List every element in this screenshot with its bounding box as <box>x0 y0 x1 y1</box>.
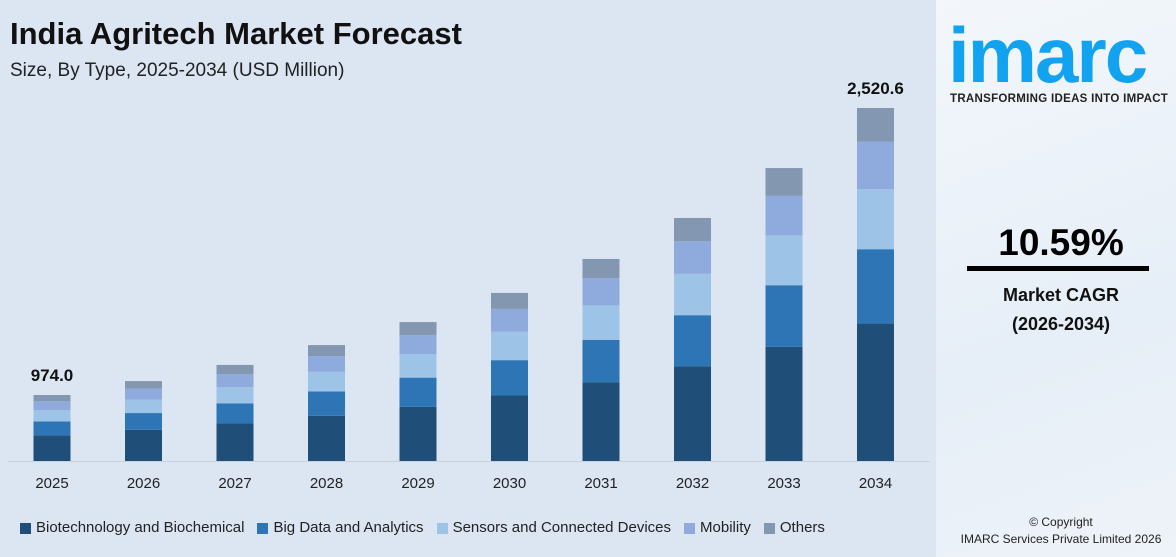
x-tick-label: 2025 <box>35 475 68 492</box>
bar-segment <box>674 315 711 367</box>
bar-segment <box>308 391 345 416</box>
bar-segment <box>308 371 345 392</box>
bar-segment <box>308 356 345 372</box>
bar-segment <box>765 168 803 196</box>
bar-segment <box>582 382 620 461</box>
cagr-value: 10.59% <box>998 222 1124 263</box>
bar-segment <box>582 278 620 306</box>
x-tick-label: 2028 <box>310 475 343 492</box>
legend-item: Sensors and Connected Devices <box>436 519 672 537</box>
legend-item: Big Data and Analytics <box>257 519 424 537</box>
legend-swatch <box>763 522 775 534</box>
data-label: 2,520.6 <box>847 79 904 98</box>
bar-segment <box>399 406 437 461</box>
bar-segment <box>399 322 437 336</box>
legend-item: Biotechnology and Biochemical <box>20 519 244 537</box>
bar-segment <box>308 345 345 357</box>
x-tick-label: 2034 <box>859 475 892 492</box>
data-label: 974.0 <box>31 366 74 385</box>
bar-segment <box>216 364 254 375</box>
bar-segment <box>216 403 254 424</box>
bar-segment <box>491 360 528 396</box>
chart-title: India Agritech Market Forecast <box>10 16 462 51</box>
bar-segment <box>582 339 620 383</box>
legend-item: Others <box>763 519 825 537</box>
legend-label: Mobility <box>700 519 751 536</box>
company-name: IMARC Services Private Limited 2026 <box>960 532 1162 546</box>
bar-segment <box>582 258 620 279</box>
legend-label: Big Data and Analytics <box>273 519 424 536</box>
bar-segment <box>125 399 162 414</box>
bar-segment <box>765 285 803 347</box>
x-tick-label: 2030 <box>493 475 526 492</box>
bar-segment <box>765 235 803 286</box>
legend-swatch <box>20 522 31 534</box>
imarc-logo: imarc <box>948 22 1147 88</box>
bar-segment <box>125 413 162 430</box>
bar-segment <box>308 415 345 461</box>
bar-segment <box>125 381 162 389</box>
cagr-label: Market CAGR <box>1002 285 1120 305</box>
bar-segment <box>216 374 254 388</box>
bar-chart: 2025 974.0 2026 2027 2028 2029 2030 2031 2032 203… <box>8 79 930 492</box>
x-tick-label: 2029 <box>401 475 434 492</box>
x-tick-label: 2027 <box>218 475 251 492</box>
x-tick-label: 2032 <box>676 475 709 492</box>
bar-segment <box>33 401 71 411</box>
bar-segment <box>857 108 894 142</box>
legend-label: Biotechnology and Biochemical <box>36 519 245 536</box>
bar-segment <box>33 395 71 402</box>
bar-segment <box>399 377 437 407</box>
bar-segment <box>125 388 162 400</box>
bar-segment <box>674 366 711 461</box>
bar-segment <box>857 189 894 250</box>
bar-segment <box>491 395 528 461</box>
bar-segment <box>491 331 528 361</box>
divider <box>967 266 1149 271</box>
legend-label: Sensors and Connected Devices <box>452 519 672 536</box>
bar-segment <box>582 305 620 340</box>
bar-segment <box>491 308 528 332</box>
bar-segment <box>216 387 254 404</box>
x-tick-label: 2031 <box>584 475 617 492</box>
cagr-period: (2026-2034) <box>1011 314 1111 334</box>
bar-segment <box>765 346 803 461</box>
bar-segment <box>674 217 711 242</box>
bar-segment <box>216 423 254 461</box>
x-tick-label: 2026 <box>127 475 160 492</box>
bar-segment <box>33 410 71 422</box>
bar-segment <box>674 241 711 274</box>
copyright: © Copyright <box>1029 515 1093 529</box>
legend-item: Mobility <box>684 519 751 537</box>
bar-segment <box>33 435 71 461</box>
bar-segment <box>33 421 71 436</box>
bar-segment <box>399 354 437 378</box>
legend-swatch <box>257 522 269 534</box>
bar-segment <box>857 249 894 324</box>
tagline: TRANSFORMING IDEAS INTO IMPACT <box>950 93 1169 105</box>
side-panel: imarc TRANSFORMING IDEAS INTO IMPACT 10.… <box>936 0 1176 557</box>
bar-segment <box>857 141 894 190</box>
legend-label: Others <box>779 519 825 536</box>
chart-subtitle: Size, By Type, 2025-2034 (USD Million) <box>10 60 345 81</box>
legend: Biotechnology and Biochemical Big Data an… <box>20 519 925 537</box>
bar-segment <box>674 273 711 316</box>
legend-swatch <box>684 522 696 534</box>
bar-segment <box>399 335 437 355</box>
bar-segment <box>491 292 528 309</box>
x-tick-label: 2033 <box>767 475 800 492</box>
bar-segment <box>125 429 162 461</box>
legend-swatch <box>436 522 448 534</box>
bar-segment <box>857 323 894 461</box>
bar-segment <box>765 195 803 236</box>
